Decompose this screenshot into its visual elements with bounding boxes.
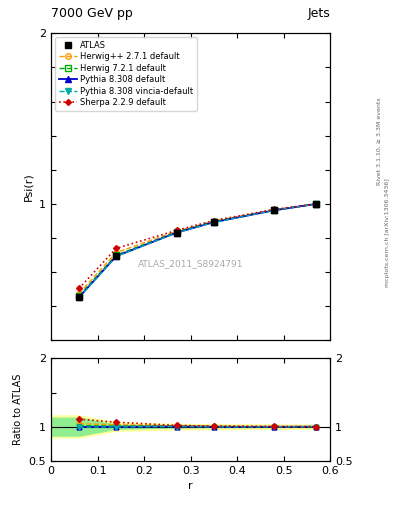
Text: 7000 GeV pp: 7000 GeV pp (51, 8, 133, 20)
Legend: ATLAS, Herwig++ 2.7.1 default, Herwig 7.2.1 default, Pythia 8.308 default, Pythi: ATLAS, Herwig++ 2.7.1 default, Herwig 7.… (55, 37, 197, 111)
Text: Rivet 3.1.10, ≥ 3.3M events: Rivet 3.1.10, ≥ 3.3M events (377, 97, 382, 185)
Text: ATLAS_2011_S8924791: ATLAS_2011_S8924791 (138, 259, 243, 268)
X-axis label: r: r (188, 481, 193, 491)
Y-axis label: Psi(r): Psi(r) (24, 173, 33, 201)
Text: mcplots.cern.ch [arXiv:1306.3436]: mcplots.cern.ch [arXiv:1306.3436] (385, 179, 389, 287)
Y-axis label: Ratio to ATLAS: Ratio to ATLAS (13, 374, 23, 445)
Text: Jets: Jets (307, 8, 330, 20)
